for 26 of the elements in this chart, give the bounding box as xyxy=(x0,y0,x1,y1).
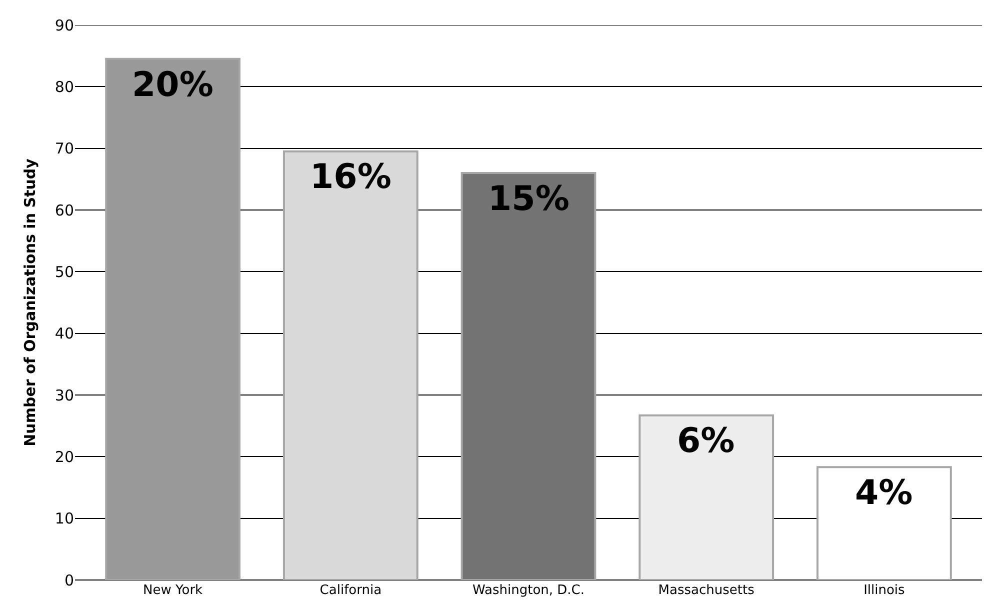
y-tick-label: 10 xyxy=(54,510,74,528)
annotation: 15% xyxy=(488,179,570,219)
x-tick-label: Washington, D.C. xyxy=(472,583,585,598)
y-tick-label: 40 xyxy=(54,324,74,343)
y-tick-label: 60 xyxy=(54,201,74,220)
x-tick-label: California xyxy=(320,583,382,598)
bar xyxy=(105,58,240,580)
y-tick-label: 20 xyxy=(54,448,74,466)
y-tick-label: 30 xyxy=(54,386,74,404)
annotation: 20% xyxy=(132,65,214,105)
bar xyxy=(282,150,418,580)
y-axis-title: Number of Organizations in Study xyxy=(21,158,40,446)
y-tick-label: 90 xyxy=(54,16,74,34)
y-tick-label: 70 xyxy=(54,140,74,158)
y-tick-label: 0 xyxy=(64,571,74,590)
bar xyxy=(638,414,774,580)
bar xyxy=(460,172,596,580)
x-tick-label: Massachusetts xyxy=(658,583,755,598)
annotation: 4% xyxy=(855,473,913,513)
y-tick-label: 50 xyxy=(54,262,74,281)
annotation: 16% xyxy=(310,157,392,197)
x-tick-label: New York xyxy=(143,583,204,598)
y-tick-label: 80 xyxy=(54,78,74,96)
x-tick-label: Illinois xyxy=(864,583,906,598)
annotation: 6% xyxy=(677,421,735,461)
bar xyxy=(816,466,952,580)
